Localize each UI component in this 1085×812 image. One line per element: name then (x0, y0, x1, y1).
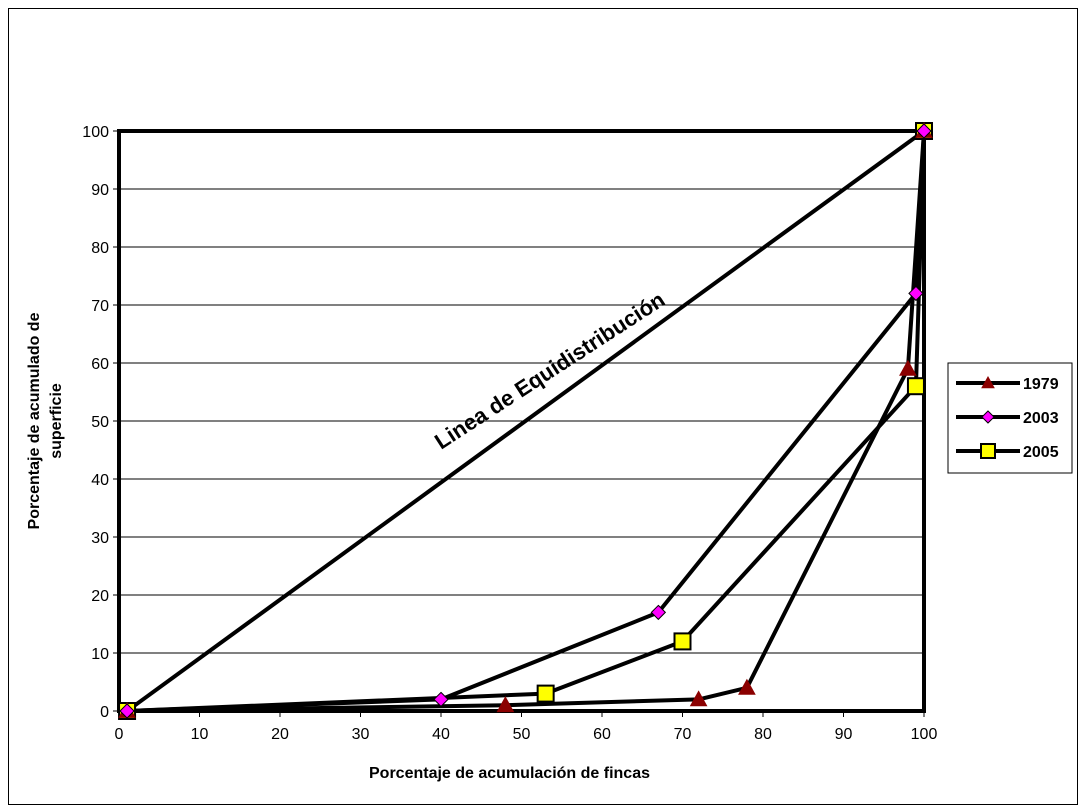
marker-1979-2 (689, 690, 708, 707)
x-tick-label-50: 50 (513, 726, 531, 743)
chart-svg: 0 10 20 30 40 50 60 70 80 90 100 0 10 20 30 40 50 60 70 80 9… (26, 121, 1073, 782)
legend-label-2005: 2005 (1023, 444, 1059, 461)
x-tick-label-70: 70 (674, 726, 692, 743)
y-axis-title: Porcentaje de acumulado de superficie (26, 312, 65, 529)
legend-marker-2005 (980, 443, 996, 459)
marker-1979-1 (496, 696, 515, 713)
y-tick-label-60: 60 (91, 356, 109, 373)
y-tick-label-30: 30 (91, 530, 109, 547)
marker-2005-2 (673, 632, 692, 651)
y-tick-label-20: 20 (91, 588, 109, 605)
x-tick-label-100: 100 (911, 726, 938, 743)
y-axis-title-line-0: Porcentaje de acumulado de (26, 312, 43, 529)
x-tick-label-90: 90 (835, 726, 853, 743)
marker-2003-0 (119, 703, 135, 719)
legend-label-2003: 2003 (1023, 410, 1059, 427)
equality-line (125, 129, 926, 713)
y-axis-title-line-1: superficie (48, 383, 65, 459)
x-tick-label-30: 30 (352, 726, 370, 743)
y-tick-label-80: 80 (91, 240, 109, 257)
marker-2003-3 (908, 285, 924, 302)
y-tick-label-10: 10 (91, 646, 109, 663)
x-tick-label-0: 0 (115, 726, 124, 743)
x-axis-title: Porcentaje de acumulación de fincas (369, 765, 650, 782)
y-tick-label-100: 100 (82, 124, 109, 141)
y-tick-label-50: 50 (91, 414, 109, 431)
marker-2005-1 (536, 684, 555, 703)
marker-1979-3 (738, 678, 756, 695)
chart-frame: 0 10 20 30 40 50 60 70 80 90 100 0 10 20 30 40 50 60 70 80 9… (8, 8, 1078, 805)
y-tick-label-90: 90 (91, 182, 109, 199)
marker-layer (118, 121, 933, 720)
marker-2005-3 (906, 377, 925, 396)
marker-2003-1 (433, 691, 449, 708)
x-tick-label-10: 10 (191, 726, 209, 743)
x-tick-label-60: 60 (593, 726, 611, 743)
x-tick-label-80: 80 (754, 726, 772, 743)
legend-marker-2003 (981, 410, 995, 424)
legend: 1979 2003 2005 (947, 362, 1073, 474)
series-line-1979 (127, 130, 926, 713)
y-tick-label-0: 0 (100, 704, 109, 721)
marker-2003-4 (916, 123, 932, 139)
axis-layer: 0 10 20 30 40 50 60 70 80 90 100 0 10 20 30 40 50 60 70 80 9… (82, 124, 937, 743)
legend-label-1979: 1979 (1023, 376, 1059, 393)
x-tick-label-40: 40 (432, 726, 450, 743)
y-tick-label-40: 40 (91, 472, 109, 489)
y-tick-label-70: 70 (91, 298, 109, 315)
x-tick-label-20: 20 (271, 726, 289, 743)
grid-layer (119, 188, 924, 654)
equality-line-label: Linea de Equidistribución (430, 287, 669, 454)
marker-2003-2 (650, 604, 667, 621)
marker-1979-4 (899, 359, 917, 376)
legend-marker-1979 (981, 375, 995, 389)
